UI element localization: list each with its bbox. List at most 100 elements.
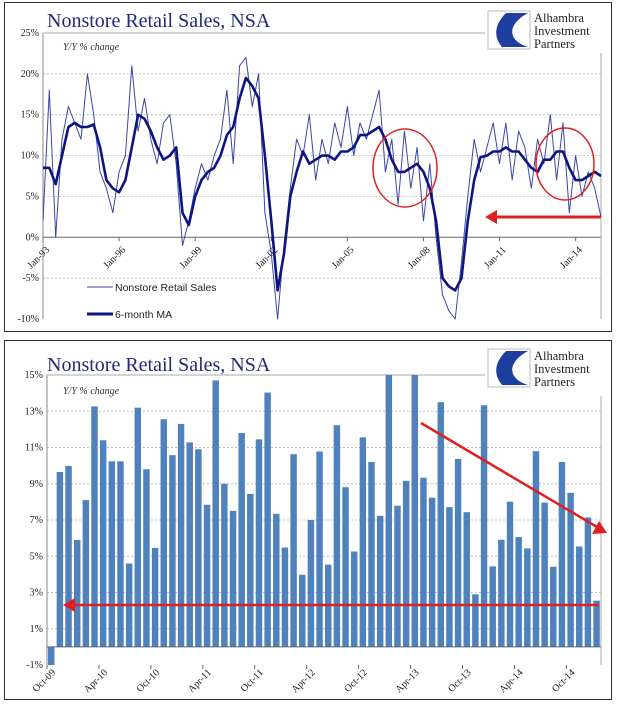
x-tick-label: Jan-05: [330, 245, 357, 272]
x-tick-label: Oct-12: [342, 667, 369, 694]
bar: [290, 454, 297, 647]
y-tick-label: 5%: [26, 191, 39, 202]
chart-title: Nonstore Retail Sales, NSA: [47, 354, 271, 376]
bar: [134, 407, 142, 647]
chart-subtitle: Y/Y % change: [63, 42, 120, 53]
bar: [498, 539, 505, 647]
series-line-nonstore-retail-sales: [42, 57, 602, 320]
bar: [299, 574, 306, 647]
y-tick-label: 13%: [25, 406, 43, 417]
x-tick-label: Oct-13: [446, 667, 473, 694]
y-tick-label: 20%: [21, 69, 39, 80]
logo-text-2: Investment: [534, 362, 590, 376]
bar: [428, 497, 436, 647]
bar: [411, 375, 419, 647]
bar: [480, 405, 488, 647]
bar: [255, 439, 263, 647]
bar: [316, 451, 323, 647]
bar: [402, 480, 410, 647]
x-tick-label: Oct-10: [135, 667, 162, 694]
y-tick-label: 15%: [25, 370, 43, 381]
bar: [221, 483, 228, 647]
logo-text-3: Partners: [534, 37, 575, 51]
bar: [186, 442, 193, 647]
bar: [368, 462, 375, 647]
legend-label-ma: 6-month MA: [115, 309, 172, 321]
bar: [195, 449, 202, 647]
annotation-circle-2014: [535, 127, 595, 201]
y-tick-label: 5%: [30, 551, 43, 562]
bar: [99, 440, 107, 647]
bar: [151, 547, 159, 647]
legend: Nonstore Retail Sales 6-month MA: [87, 282, 217, 321]
bar: [593, 600, 600, 647]
bar: [558, 462, 566, 647]
bar: [359, 437, 367, 647]
bar: [576, 546, 583, 647]
x-tick-label: Apr-10: [82, 667, 110, 695]
x-tick-label: Oct-14: [550, 667, 577, 694]
bar: [229, 510, 237, 647]
bar: [472, 594, 479, 647]
bar: [506, 501, 514, 647]
bar: [264, 392, 271, 647]
bar: [446, 507, 453, 647]
bar: [143, 469, 150, 647]
bar: [177, 423, 185, 647]
chart-title: Nonstore Retail Sales, NSA: [47, 10, 271, 32]
chart-subtitle: Y/Y % change: [63, 386, 120, 397]
y-tick-label: 11%: [25, 443, 43, 454]
line-chart-panel: Nonstore Retail Sales, NSA Y/Y % change …: [4, 2, 612, 332]
x-tick-label: Oct-09: [31, 667, 58, 694]
bar: [307, 520, 315, 647]
alhambra-logo: Alhambra Investment Partners: [487, 10, 590, 51]
logo-text-1: Alhambra: [534, 11, 584, 25]
bar: [48, 646, 55, 665]
line-chart: Nonstore Retail Sales, NSA Y/Y % change …: [17, 10, 602, 325]
bar: [238, 433, 245, 647]
x-tick-label: Jan-14: [558, 245, 585, 272]
bar: [91, 406, 98, 647]
y-tick-label: 1%: [30, 624, 43, 635]
bar: [56, 471, 64, 647]
annotation-arrow-down: [420, 421, 607, 534]
x-tick-label: Jan-11: [482, 245, 508, 271]
y-tick-label: 10%: [21, 151, 39, 162]
logo-text-1: Alhambra: [534, 349, 584, 363]
annotation-circle-2007: [372, 128, 438, 208]
bar: [203, 504, 211, 647]
x-tick-label: Jan-08: [406, 245, 433, 272]
bar: [385, 375, 393, 647]
bar: [376, 515, 384, 647]
bar: [420, 477, 427, 647]
bar: [454, 458, 462, 647]
y-tick-label: 15%: [21, 110, 39, 121]
y-tick-label: 25%: [21, 28, 39, 39]
bar: [333, 425, 341, 647]
x-tick-label: Jan-96: [102, 245, 129, 272]
logo-text-3: Partners: [534, 375, 575, 389]
bar: [584, 517, 592, 647]
bar: [342, 487, 349, 647]
bar: [524, 548, 531, 647]
y-tick-label: -1%: [26, 660, 43, 671]
plot-area: 15% 13% 11% 9% 7% 5% 3% 1% -1%Oct-09 Apr-10 Oct-10…: [25, 370, 602, 695]
plot-area: 25% 20% 15% 10% 5% 0% -5% -10% Jan-93 Jan-96 Jan-9…: [17, 28, 602, 325]
bar: [73, 539, 81, 647]
bar: [281, 547, 289, 647]
bar: [550, 566, 557, 647]
y-tick-label: -5%: [22, 273, 39, 284]
x-tick-label: Apr-13: [394, 667, 422, 695]
x-tick-label: Apr-11: [186, 667, 214, 695]
logo-text-2: Investment: [534, 24, 590, 38]
bar: [532, 451, 540, 647]
bar: [437, 402, 444, 647]
bar: [117, 461, 124, 647]
logo-swoosh-icon: [496, 351, 528, 385]
bar: [273, 513, 280, 647]
bar: [567, 492, 574, 647]
bar: [82, 500, 90, 647]
bar: [515, 537, 522, 647]
series-line-6-month-ma: [43, 76, 602, 292]
x-tick-label: Apr-12: [290, 667, 318, 695]
